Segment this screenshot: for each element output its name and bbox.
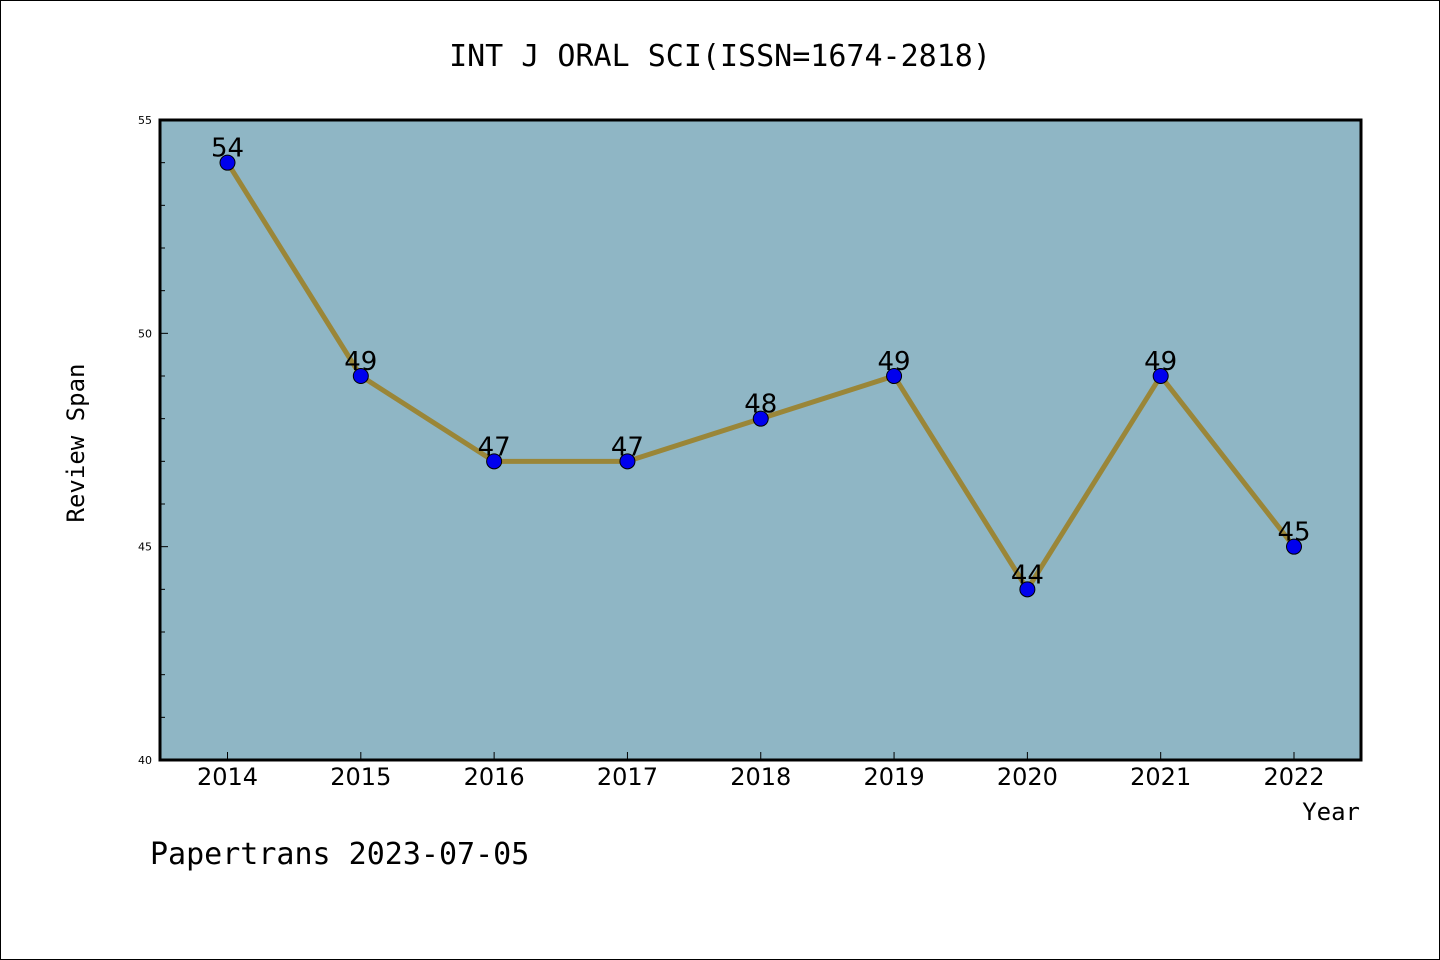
- data-label: 49: [878, 347, 911, 377]
- data-label: 47: [611, 432, 644, 462]
- data-point: [1019, 581, 1036, 598]
- y-tick-label: 50: [138, 327, 152, 340]
- data-label: 49: [344, 347, 377, 377]
- data-point: [1152, 368, 1169, 384]
- footer-credit: Papertrans 2023-07-05: [150, 837, 529, 872]
- x-axis-ticks: 2014 2015 2016 2017 2018 2019 2020 2021 2022: [197, 752, 1325, 791]
- data-label: 47: [478, 432, 511, 462]
- y-minor-ticks: [160, 162, 165, 718]
- data-point: [619, 453, 636, 470]
- data-label: 48: [744, 390, 777, 420]
- x-tick-label: 2018: [730, 763, 791, 791]
- data-labels: 54 49 47 47 48 49 44 49 45: [211, 134, 1311, 591]
- data-point: [352, 368, 369, 384]
- x-axis-label: Year: [1302, 798, 1360, 826]
- x-tick-label: 2014: [197, 763, 258, 791]
- series-markers: [219, 154, 1302, 598]
- y-axis-ticks: 40 45 50 55: [138, 114, 168, 767]
- chart-title: INT J ORAL SCI(ISSN=1674-2818): [449, 39, 991, 74]
- data-label: 49: [1144, 347, 1177, 377]
- y-tick-label: 40: [138, 754, 152, 767]
- data-label: 45: [1277, 518, 1310, 548]
- x-tick-label: 2020: [997, 763, 1058, 791]
- y-axis-label: Review Span: [62, 364, 90, 523]
- data-point: [1286, 538, 1302, 555]
- y-tick-label: 55: [138, 114, 152, 127]
- data-point: [752, 410, 769, 427]
- data-point: [219, 154, 236, 171]
- plot-area: [158, 118, 1363, 762]
- data-label: 54: [211, 134, 244, 164]
- x-tick-label: 2019: [864, 763, 925, 791]
- x-tick-label: 2016: [464, 763, 525, 791]
- x-tick-label: 2021: [1130, 763, 1191, 791]
- data-label: 44: [1011, 560, 1044, 590]
- data-point: [886, 368, 903, 384]
- x-tick-label: 2015: [330, 763, 391, 791]
- x-tick-label: 2022: [1263, 763, 1324, 791]
- y-tick-label: 45: [138, 541, 152, 554]
- data-point: [486, 453, 503, 470]
- x-tick-label: 2017: [597, 763, 658, 791]
